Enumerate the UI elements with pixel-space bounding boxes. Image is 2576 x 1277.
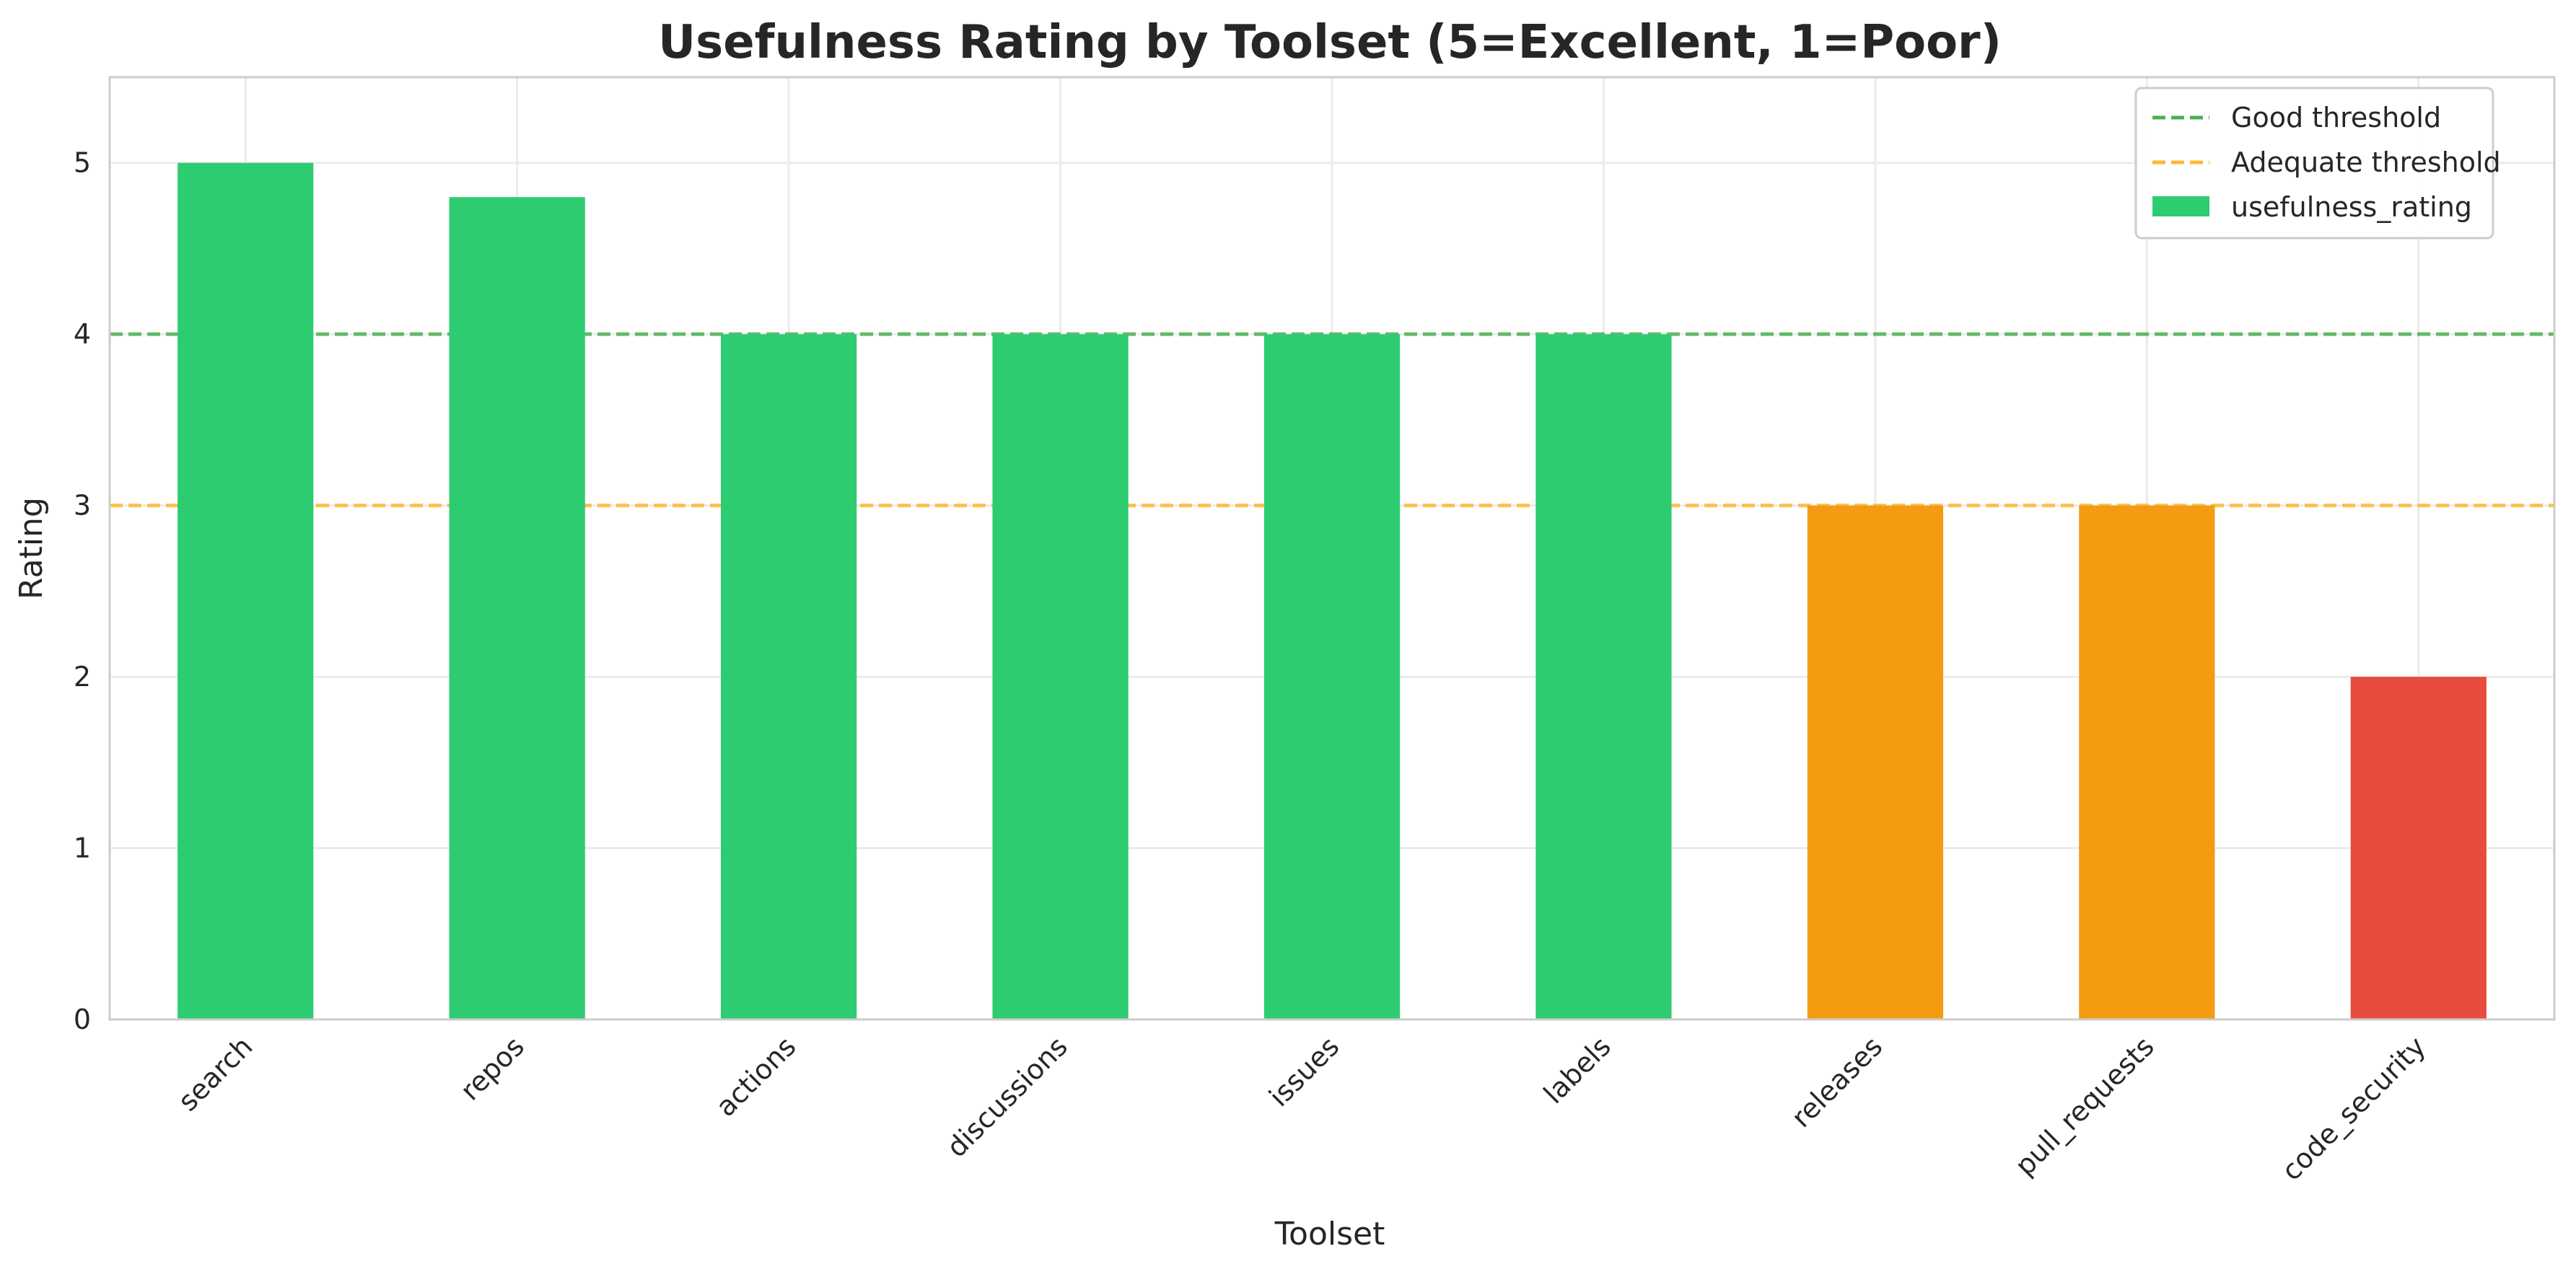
legend-swatch-usefulness-rating	[2152, 196, 2209, 216]
bar-actions	[721, 334, 857, 1019]
y-tick-label: 1	[74, 833, 91, 864]
legend: Good threshold Adequate threshold useful…	[2134, 87, 2501, 240]
legend-label-usefulness-rating: usefulness_rating	[2231, 191, 2472, 223]
bar-repos	[449, 197, 585, 1020]
plot-frame	[108, 76, 2556, 1021]
bar-labels	[1535, 334, 1672, 1019]
legend-frame	[2134, 87, 2494, 240]
bar-releases	[1807, 505, 1943, 1019]
y-tick-label: 2	[74, 661, 91, 693]
y-axis-label: Rating	[13, 497, 50, 600]
y-tick-label: 0	[74, 1004, 91, 1035]
y-tick-label: 3	[74, 490, 91, 522]
y-tick-labels: 0 1 2 3 4 5	[74, 147, 91, 1035]
y-tick-label: 5	[74, 147, 91, 179]
bar-pull_requests	[2079, 505, 2215, 1019]
y-tick-label: 4	[74, 318, 91, 350]
x-axis-label: Toolset	[1274, 1216, 1385, 1252]
bar-code_security	[2350, 677, 2487, 1019]
bar-discussions	[992, 334, 1129, 1019]
bar-search	[178, 162, 314, 1019]
bar-issues	[1263, 334, 1401, 1019]
chart-title: Usefulness Rating by Toolset (5=Excellen…	[658, 16, 2002, 69]
legend-label-adequate-threshold: Adequate threshold	[2231, 146, 2501, 178]
legend-label-good-threshold: Good threshold	[2231, 102, 2441, 133]
bars	[178, 162, 2487, 1020]
